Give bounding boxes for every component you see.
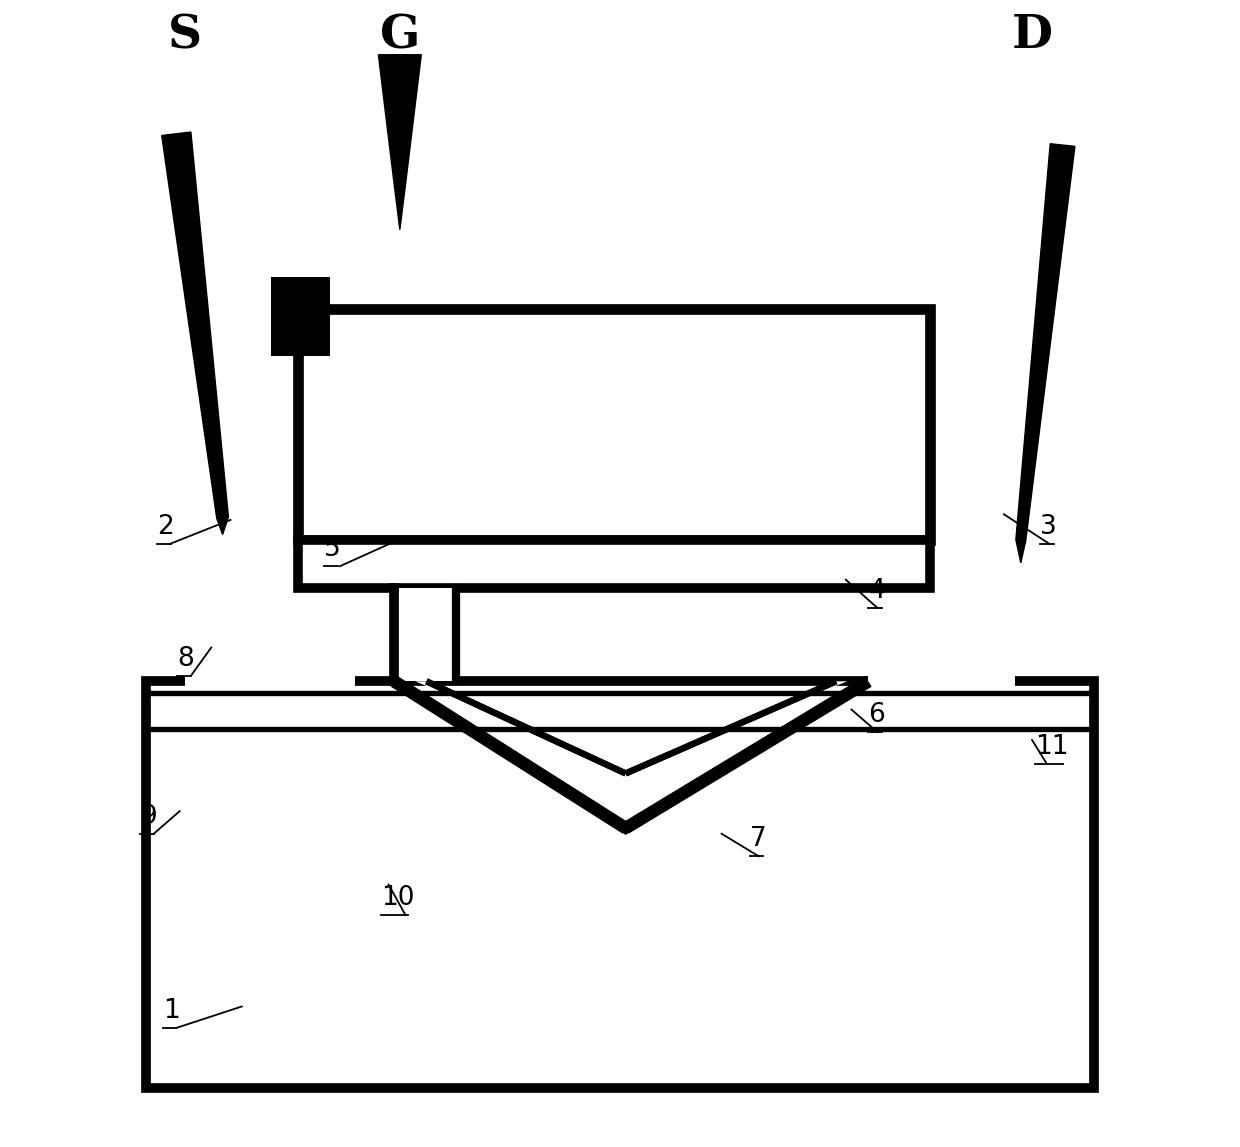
Text: 2: 2 [157, 514, 174, 539]
Polygon shape [161, 132, 228, 535]
Bar [299, 540, 930, 587]
Text: 6: 6 [868, 702, 885, 728]
Text: 4: 4 [868, 578, 885, 604]
Text: 1: 1 [162, 998, 180, 1024]
Bar [299, 309, 930, 540]
Text: 8: 8 [177, 646, 195, 672]
Text: 11: 11 [1035, 734, 1069, 759]
Text: 5: 5 [324, 537, 341, 562]
Bar [272, 278, 330, 357]
Bar [399, 587, 451, 681]
Polygon shape [1016, 143, 1075, 563]
Text: 3: 3 [1040, 514, 1056, 539]
Text: G: G [379, 13, 420, 58]
Bar [185, 631, 355, 720]
Text: 7: 7 [750, 826, 766, 852]
Polygon shape [415, 681, 847, 773]
Bar [868, 631, 1016, 720]
Polygon shape [378, 55, 422, 229]
Text: D: D [1012, 13, 1053, 58]
Bar [146, 681, 1094, 1087]
Text: S: S [169, 13, 202, 58]
Text: 10: 10 [381, 885, 414, 911]
Text: 9: 9 [140, 804, 157, 829]
